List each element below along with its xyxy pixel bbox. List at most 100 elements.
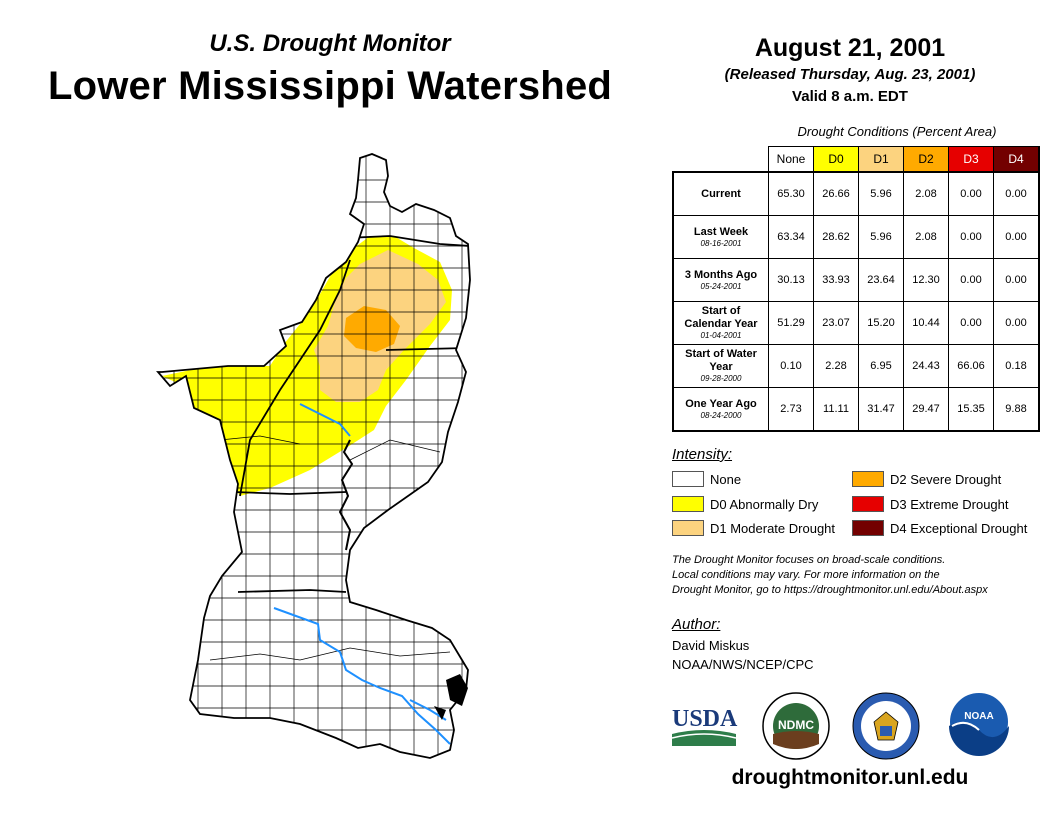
- legend-swatch-d2: [852, 471, 884, 487]
- author-organization: NOAA/NWS/NCEP/CPC: [672, 657, 814, 672]
- row-label-text: One Year Ago: [685, 397, 757, 410]
- cell-d0: 23.07: [813, 301, 859, 345]
- col-header-d2: D2: [903, 146, 949, 173]
- legend-item-d2: D2 Severe Drought: [852, 470, 1001, 488]
- row-label-text: Current: [701, 187, 741, 200]
- row-date: 05-24-2001: [700, 281, 742, 291]
- legend-label: D2 Severe Drought: [890, 471, 1002, 487]
- table-row: Current 65.30 26.66 5.96 2.08 0.00 0.00: [672, 171, 1040, 216]
- cell-d2: 29.47: [903, 387, 949, 432]
- cell-d1: 6.95: [858, 344, 904, 388]
- cell-d1: 23.64: [858, 258, 904, 302]
- cell-d2: 12.30: [903, 258, 949, 302]
- legend-item-none: None: [672, 470, 741, 488]
- ndmc-logo-text: NDMC: [778, 718, 814, 732]
- row-label-text: Start of Water Year: [685, 348, 757, 373]
- table-header-row: None D0 D1 D2 D3 D4: [673, 146, 1040, 173]
- cell-none: 0.10: [768, 344, 814, 388]
- cell-d0: 28.62: [813, 215, 859, 259]
- usda-logo-text: USDA: [672, 706, 738, 732]
- cell-d3: 0.00: [948, 258, 994, 302]
- drought-map: [157, 153, 471, 759]
- row-date: 01-04-2001: [700, 331, 742, 340]
- legend-label: None: [710, 471, 742, 487]
- note-line: The Drought Monitor focuses on broad-sca…: [672, 554, 946, 566]
- cell-d4: 0.18: [993, 344, 1040, 388]
- cell-d1: 15.20: [858, 301, 904, 345]
- cell-d4: 0.00: [993, 301, 1040, 345]
- cell-d3: 15.35: [948, 387, 994, 432]
- col-header-d1: D1: [858, 146, 904, 173]
- cell-d2: 24.43: [903, 344, 949, 388]
- cell-d0: 26.66: [813, 171, 859, 216]
- noaa-logo-text: NOAA: [964, 711, 993, 722]
- cell-d3: 0.00: [948, 215, 994, 259]
- legend-swatch-d4: [852, 520, 884, 536]
- cell-none: 2.73: [768, 387, 814, 432]
- row-label: One Year Ago 08-24-2000: [672, 387, 769, 432]
- legend-title: Intensity:: [672, 446, 733, 463]
- legend-swatch-none: [672, 471, 704, 487]
- table-corner: [673, 147, 769, 173]
- valid-time: Valid 8 a.m. EDT: [792, 88, 908, 105]
- row-label: Current: [672, 171, 769, 216]
- cell-none: 65.30: [768, 171, 814, 216]
- valid-date: August 21, 2001: [754, 34, 946, 62]
- noaa-logo: NOAA: [948, 691, 1010, 756]
- col-header-d0: D0: [813, 146, 859, 173]
- author-label: Author:: [672, 616, 721, 633]
- cell-d3: 0.00: [948, 171, 994, 216]
- note-line: Drought Monitor, go to https://droughtmo…: [672, 584, 988, 596]
- delta-islands: [434, 674, 468, 720]
- disclaimer-note: The Drought Monitor focuses on broad-sca…: [672, 553, 1042, 598]
- table-row: Start of Calendar Year 01-04-2001 51.29 23.…: [672, 301, 1040, 345]
- cell-d0: 11.11: [813, 387, 859, 432]
- col-header-none: None: [768, 146, 814, 173]
- table-row: 3 Months Ago 05-24-2001 30.13 33.93 23.64 12.…: [672, 258, 1040, 302]
- usda-logo: USDA: [671, 706, 738, 746]
- author-name: David Miskus: [672, 638, 750, 653]
- col-header-d4: D4: [993, 146, 1040, 173]
- legend-item-d1: D1 Moderate Drought: [672, 519, 835, 537]
- table-row: Start of Water Year 09-28-2000 0.10 2.28 6.9…: [672, 344, 1040, 388]
- row-label: Start of Water Year 09-28-2000: [672, 344, 769, 388]
- cell-d3: 0.00: [948, 301, 994, 345]
- row-label: 3 Months Ago 05-24-2001: [672, 258, 769, 302]
- commerce-seal-logo: [852, 692, 920, 760]
- cell-d0: 33.93: [813, 258, 859, 302]
- cell-none: 30.13: [768, 258, 814, 302]
- release-date: (Released Thursday, Aug. 23, 2001): [724, 66, 976, 83]
- cell-d2: 2.08: [903, 171, 949, 216]
- legend-swatch-d0: [672, 496, 704, 512]
- cell-d3: 66.06: [948, 344, 994, 388]
- cell-d1: 31.47: [858, 387, 904, 432]
- row-label-text: Start of Calendar Year: [684, 305, 758, 330]
- cell-d4: 9.88: [993, 387, 1040, 432]
- cell-d4: 0.00: [993, 258, 1040, 302]
- row-label: Last Week 08-16-2001: [672, 215, 769, 259]
- cell-none: 63.34: [768, 215, 814, 259]
- state-boundaries: [233, 235, 470, 593]
- legend-label: D4 Exceptional Drought: [890, 520, 1028, 536]
- mississippi-river: [338, 439, 354, 551]
- legend-swatch-d1: [672, 520, 704, 536]
- row-label: Start of Calendar Year 01-04-2001: [672, 301, 769, 345]
- legend-swatch-d3: [852, 496, 884, 512]
- row-date: 08-16-2001: [700, 238, 742, 248]
- table-row: One Year Ago 08-24-2000 2.73 11.11 31.47 29.4…: [672, 387, 1040, 432]
- legend-item-d3: D3 Extreme Drought: [852, 495, 1009, 513]
- ndmc-logo: NDMC: [762, 692, 830, 760]
- cell-none: 51.29: [768, 301, 814, 345]
- cell-d0: 2.28: [813, 344, 859, 388]
- map-subtitle: U.S. Drought Monitor: [209, 30, 451, 57]
- drought-conditions-table: None D0 D1 D2 D3 D4 Current 65.30 26.66 5.9…: [672, 146, 1040, 432]
- table-row: Last Week 08-16-2001 63.34 28.62 5.96 2.08 0.0…: [672, 215, 1040, 259]
- table-caption: Drought Conditions (Percent Area): [797, 124, 997, 139]
- legend-label: D1 Moderate Drought: [710, 520, 836, 536]
- cell-d4: 0.00: [993, 215, 1040, 259]
- row-date: 08-24-2000: [700, 410, 742, 420]
- row-date: 09-28-2000: [700, 374, 742, 383]
- website-url[interactable]: droughtmonitor.unl.edu: [731, 766, 969, 789]
- legend-item-d0: D0 Abnormally Dry: [672, 495, 818, 513]
- d2-area: [344, 306, 400, 352]
